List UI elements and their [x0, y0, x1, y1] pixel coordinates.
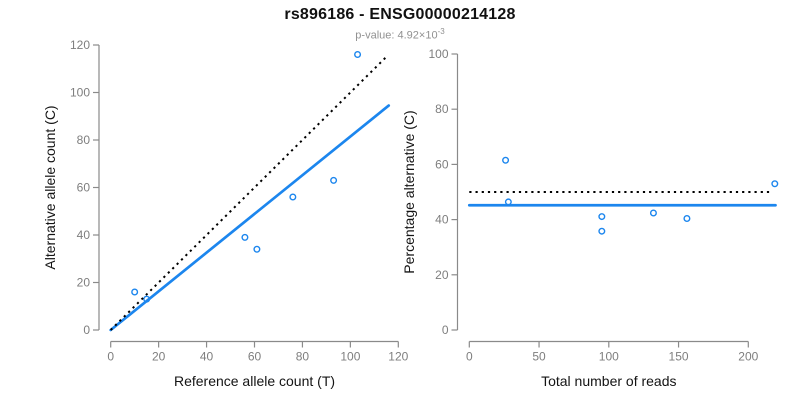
x-tick-label: 200	[738, 350, 758, 364]
left-scatter-plot: 0 20 40 60 80 100 120 0 20 40 60 80 100 120 Reference …	[42, 38, 409, 389]
pvalue-exponent: -3	[437, 27, 445, 36]
y-tick-label: 40	[77, 228, 91, 242]
y-tick-label: 120	[70, 38, 90, 52]
data-point	[330, 176, 338, 184]
data-point	[683, 214, 691, 222]
data-point	[354, 51, 362, 59]
y-tick-label: 100	[428, 47, 448, 61]
figure-header: rs896186 - ENSG00000214128 p-value: 4.92…	[0, 0, 800, 42]
identity-line	[109, 54, 389, 331]
x-tick-label: 50	[532, 350, 546, 364]
y-tick-label: 100	[70, 86, 90, 100]
x-tick-label: 40	[200, 350, 214, 364]
x-tick-label: 100	[599, 350, 619, 364]
y-axis-title: Alternative allele count (C)	[42, 105, 58, 269]
data-point	[504, 198, 512, 206]
x-tick-label: 80	[296, 350, 310, 364]
data-point	[241, 233, 249, 241]
x-tick-label: 150	[669, 350, 689, 364]
fit-line	[109, 104, 391, 332]
x-tick-label: 20	[152, 350, 166, 364]
y-tick-label: 80	[77, 133, 91, 147]
right-scatter-plot: 0 20 40 60 80 100 0 50 100 150 200 Total number of …	[401, 47, 779, 389]
data-point	[649, 209, 657, 217]
y-tick-label: 60	[435, 157, 449, 171]
data-point	[598, 227, 606, 235]
y-tick-label: 60	[77, 181, 91, 195]
data-point	[502, 156, 510, 164]
y-axis-title: Percentage alternative (C)	[401, 110, 417, 273]
figure-title: rs896186 - ENSG00000214128	[284, 6, 516, 23]
y-tick-label: 0	[83, 323, 90, 337]
y-tick-label: 40	[435, 213, 449, 227]
data-point	[771, 180, 779, 188]
y-tick-label: 20	[435, 268, 449, 282]
y-tick-label: 20	[77, 276, 91, 290]
x-axis-title: Reference allele count (T)	[174, 373, 335, 389]
x-tick-label: 100	[340, 350, 360, 364]
y-tick-label: 80	[435, 102, 449, 116]
x-tick-label: 60	[248, 350, 262, 364]
pvalue-text: p-value: 4.92×10	[355, 29, 438, 42]
data-point	[253, 245, 261, 253]
data-point	[289, 193, 297, 201]
data-point	[598, 213, 606, 221]
x-tick-label: 0	[466, 350, 473, 364]
x-tick-label: 0	[107, 350, 114, 364]
y-tick-label: 0	[442, 323, 449, 337]
figure-subtitle: p-value: 4.92×10-3	[0, 27, 800, 42]
x-axis-title: Total number of reads	[541, 373, 676, 389]
data-point	[131, 288, 139, 296]
x-tick-label: 120	[388, 350, 408, 364]
